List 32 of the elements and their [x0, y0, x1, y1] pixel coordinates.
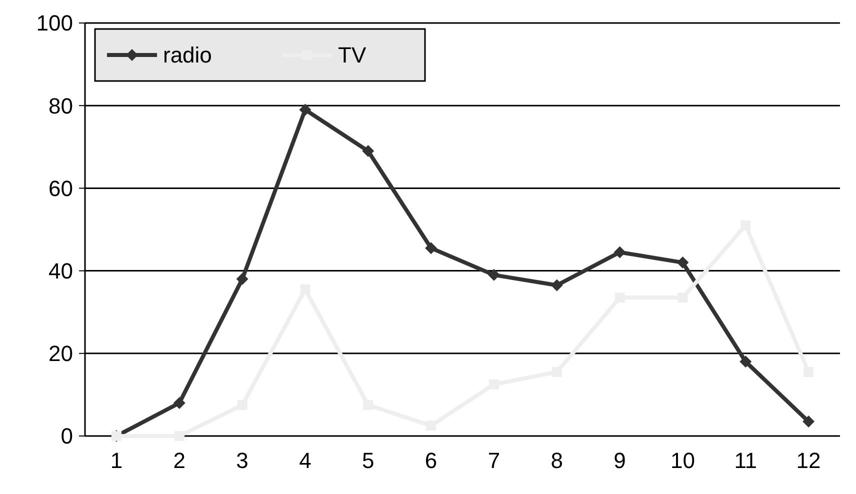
x-tick-label: 5: [362, 448, 374, 473]
x-tick-label: 9: [614, 448, 626, 473]
y-tick-label: 20: [48, 341, 73, 366]
x-tick-label: 6: [424, 448, 438, 473]
y-tick-label: 40: [48, 258, 73, 284]
x-tick-label: 11: [734, 448, 758, 473]
point: [173, 396, 186, 409]
y-tick-label: 100: [36, 10, 73, 36]
legend-label: radio: [163, 42, 212, 68]
x-tick-label: 8: [550, 448, 563, 473]
y-tick-label: 0: [60, 424, 73, 449]
point: [488, 268, 500, 281]
x-tick-label: 12: [796, 448, 821, 473]
legend-label: TV: [338, 42, 366, 68]
x-tick-label: 2: [173, 448, 186, 473]
y-tick-label: 80: [48, 93, 73, 118]
point: [740, 356, 752, 368]
y-tick-label: 60: [48, 176, 73, 201]
point: [550, 279, 563, 292]
point: [676, 256, 689, 269]
x-tick-label: 7: [488, 448, 500, 473]
point: [236, 273, 248, 286]
point: [299, 104, 312, 116]
x-tick-label: 10: [670, 448, 695, 473]
point: [362, 145, 374, 158]
point: [174, 431, 184, 441]
x-tick-label: 1: [110, 448, 123, 473]
x-tick-label: 3: [236, 448, 248, 473]
point: [425, 242, 438, 254]
x-tick-label: 4: [299, 448, 312, 473]
point: [614, 246, 626, 258]
point: [802, 416, 815, 428]
